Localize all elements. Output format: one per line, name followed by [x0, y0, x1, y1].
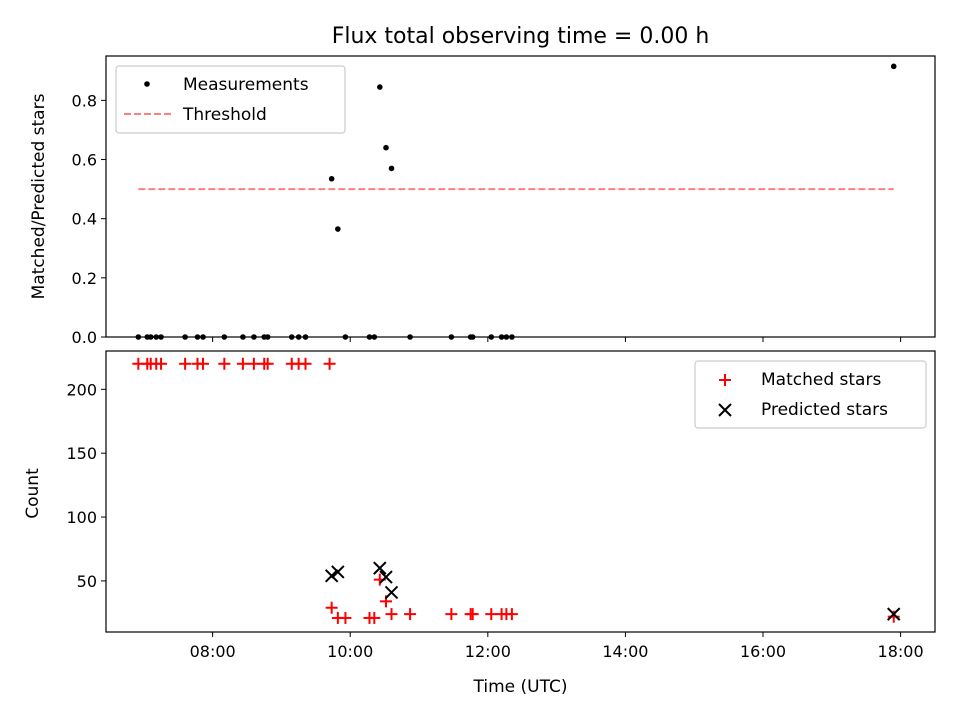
matched-star-point: [887, 610, 900, 623]
top-ytick-label: 0.0: [72, 328, 97, 347]
bottom-xtick-label: 08:00: [190, 642, 236, 661]
bottom-xtick-label: 18:00: [878, 642, 924, 661]
top-ytick-label: 0.8: [72, 91, 97, 110]
top-panel: 0.00.20.40.60.8 Matched/Predicted stars …: [29, 55, 936, 347]
measurement-point: [328, 175, 335, 182]
predicted-star-point: [373, 561, 387, 575]
predicted-star-point: [887, 607, 901, 621]
chart-title: Flux total observing time = 0.00 h: [332, 24, 710, 49]
top-ylabel: Matched/Predicted stars: [29, 93, 49, 299]
bottom-legend-box: [694, 360, 927, 429]
matched-star-point: [155, 357, 168, 370]
bottom-axis-ticks: 08:00 10:00 12:00 14:00 16:00 18:00 50 100 150 20…: [66, 380, 923, 661]
bottom-plot-marks: [132, 357, 901, 624]
matched-star-point: [247, 357, 260, 370]
predicted-star-point: [384, 585, 399, 600]
bottom-ytick-label: 200: [66, 380, 97, 399]
legend-threshold-label: Threshold: [182, 105, 267, 125]
matched-star-point: [299, 357, 312, 370]
top-ytick-label: 0.2: [72, 269, 97, 288]
matched-star-point: [218, 357, 231, 370]
legend-measurements-marker: [144, 81, 150, 87]
top-axis-ticks: 0.0 0.2 0.4 0.6 0.8: [72, 91, 902, 347]
legend-matched-marker: [719, 374, 731, 386]
matched-star-point: [261, 357, 274, 370]
matched-star-point: [404, 608, 417, 621]
matched-star-point: [339, 611, 352, 624]
bottom-legend: Matched stars Predicted stars: [694, 360, 927, 429]
matched-star-point: [368, 611, 381, 624]
top-legend-box: [115, 65, 346, 134]
bottom-xtick-label: 12:00: [465, 642, 511, 661]
bottom-xtick-label: 14:00: [602, 642, 648, 661]
bottom-xlabel: Time (UTC): [473, 677, 568, 697]
matched-star-point: [323, 357, 336, 370]
bottom-ylabel: Count: [23, 468, 43, 519]
matched-star-point: [179, 357, 192, 370]
bottom-ytick-label: 50: [77, 572, 97, 591]
measurement-point: [890, 63, 897, 70]
predicted-star-point: [379, 570, 393, 584]
matched-star-point: [385, 608, 398, 621]
bottom-ytick-label: 100: [66, 508, 97, 527]
bottom-ytick-label: 150: [66, 444, 97, 463]
measurement-point: [377, 84, 383, 90]
bottom-panel: 08:00 10:00 12:00 14:00 16:00 18:00 50 100 150 20…: [23, 350, 936, 697]
matched-star-point: [236, 357, 249, 370]
bottom-xtick-label: 10:00: [327, 642, 373, 661]
matched-star-point: [485, 608, 498, 621]
matched-star-point: [505, 608, 518, 621]
top-axes-frame: [105, 55, 936, 338]
top-ytick-label: 0.6: [72, 151, 97, 170]
matched-star-point: [445, 608, 458, 621]
predicted-star-point: [331, 565, 345, 579]
legend-predicted-marker: [718, 403, 732, 417]
measurement-point: [383, 144, 389, 151]
measurement-point: [388, 165, 395, 172]
predicted-star-point: [324, 569, 339, 583]
bottom-xtick-label: 16:00: [740, 642, 786, 661]
legend-matched-label: Matched stars: [761, 370, 881, 390]
matched-star-point: [197, 357, 210, 370]
measurement-point: [335, 226, 341, 232]
legend-measurements-label: Measurements: [183, 75, 309, 95]
top-legend: Measurements Threshold: [115, 65, 346, 134]
legend-predicted-label: Predicted stars: [761, 400, 888, 420]
top-ytick-label: 0.4: [72, 210, 97, 229]
matched-star-point: [466, 608, 479, 621]
matched-star-point: [325, 601, 338, 614]
bottom-axes-frame: [105, 350, 936, 633]
